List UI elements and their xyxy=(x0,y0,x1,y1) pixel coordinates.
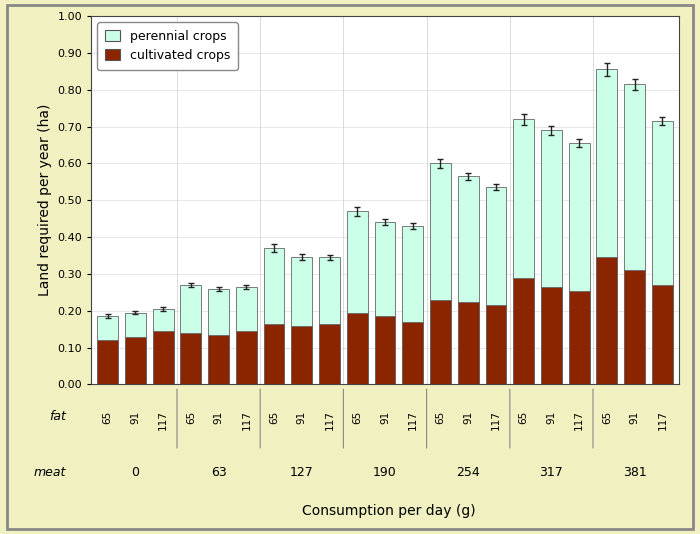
Bar xyxy=(624,270,645,384)
Bar xyxy=(236,287,257,384)
Bar xyxy=(430,163,451,384)
Legend: perennial crops, cultivated crops: perennial crops, cultivated crops xyxy=(97,22,237,69)
Text: 65: 65 xyxy=(602,410,612,423)
Text: 65: 65 xyxy=(186,410,196,423)
Text: 65: 65 xyxy=(352,410,363,423)
Text: 91: 91 xyxy=(130,410,141,423)
Bar xyxy=(347,211,368,384)
Bar xyxy=(458,176,479,384)
Text: 65: 65 xyxy=(269,410,279,423)
Bar xyxy=(486,187,506,384)
Text: 381: 381 xyxy=(623,466,647,478)
Bar xyxy=(513,278,534,384)
Bar xyxy=(125,312,146,384)
Text: meat: meat xyxy=(34,466,66,478)
Bar xyxy=(125,336,146,384)
Text: 117: 117 xyxy=(657,410,667,430)
Bar xyxy=(291,326,312,384)
Bar xyxy=(319,324,340,384)
Bar xyxy=(596,69,617,384)
Bar xyxy=(264,324,284,384)
Text: 91: 91 xyxy=(547,410,556,423)
Bar xyxy=(541,287,562,384)
Bar xyxy=(319,257,340,384)
Text: 91: 91 xyxy=(463,410,473,423)
Bar xyxy=(347,312,368,384)
Bar xyxy=(458,302,479,384)
Text: 127: 127 xyxy=(290,466,314,478)
Text: 91: 91 xyxy=(629,410,640,423)
Bar xyxy=(97,340,118,384)
Bar xyxy=(486,305,506,384)
Text: 65: 65 xyxy=(519,410,528,423)
Bar xyxy=(208,289,229,384)
Text: fat: fat xyxy=(49,410,66,423)
Text: 65: 65 xyxy=(435,410,445,423)
Text: 63: 63 xyxy=(211,466,227,478)
Bar xyxy=(541,130,562,384)
Text: 117: 117 xyxy=(241,410,251,430)
Text: 117: 117 xyxy=(407,410,418,430)
Text: 91: 91 xyxy=(214,410,223,423)
Bar xyxy=(568,143,589,384)
Text: 65: 65 xyxy=(103,410,113,423)
Text: 91: 91 xyxy=(297,410,307,423)
Y-axis label: Land required per year (ha): Land required per year (ha) xyxy=(38,104,52,296)
Text: 117: 117 xyxy=(325,410,335,430)
Bar xyxy=(264,248,284,384)
Text: Consumption per day (g): Consumption per day (g) xyxy=(302,504,475,518)
Bar xyxy=(374,316,395,384)
Text: 117: 117 xyxy=(491,410,501,430)
Bar xyxy=(291,257,312,384)
Text: 117: 117 xyxy=(158,410,168,430)
Bar xyxy=(153,309,174,384)
Text: 0: 0 xyxy=(132,466,139,478)
Bar xyxy=(430,300,451,384)
Text: 317: 317 xyxy=(540,466,564,478)
Bar xyxy=(652,285,673,384)
Bar xyxy=(402,226,423,384)
Text: 117: 117 xyxy=(574,410,584,430)
Bar xyxy=(652,121,673,384)
Bar xyxy=(181,333,202,384)
Bar xyxy=(181,285,202,384)
Bar xyxy=(374,222,395,384)
Bar xyxy=(97,316,118,384)
Text: 254: 254 xyxy=(456,466,480,478)
Bar xyxy=(402,322,423,384)
Bar xyxy=(208,335,229,384)
Text: 190: 190 xyxy=(373,466,397,478)
Bar xyxy=(153,331,174,384)
Bar xyxy=(624,84,645,384)
Bar xyxy=(236,331,257,384)
Text: 91: 91 xyxy=(380,410,390,423)
Bar xyxy=(568,290,589,384)
Bar xyxy=(596,257,617,384)
Bar xyxy=(513,119,534,384)
